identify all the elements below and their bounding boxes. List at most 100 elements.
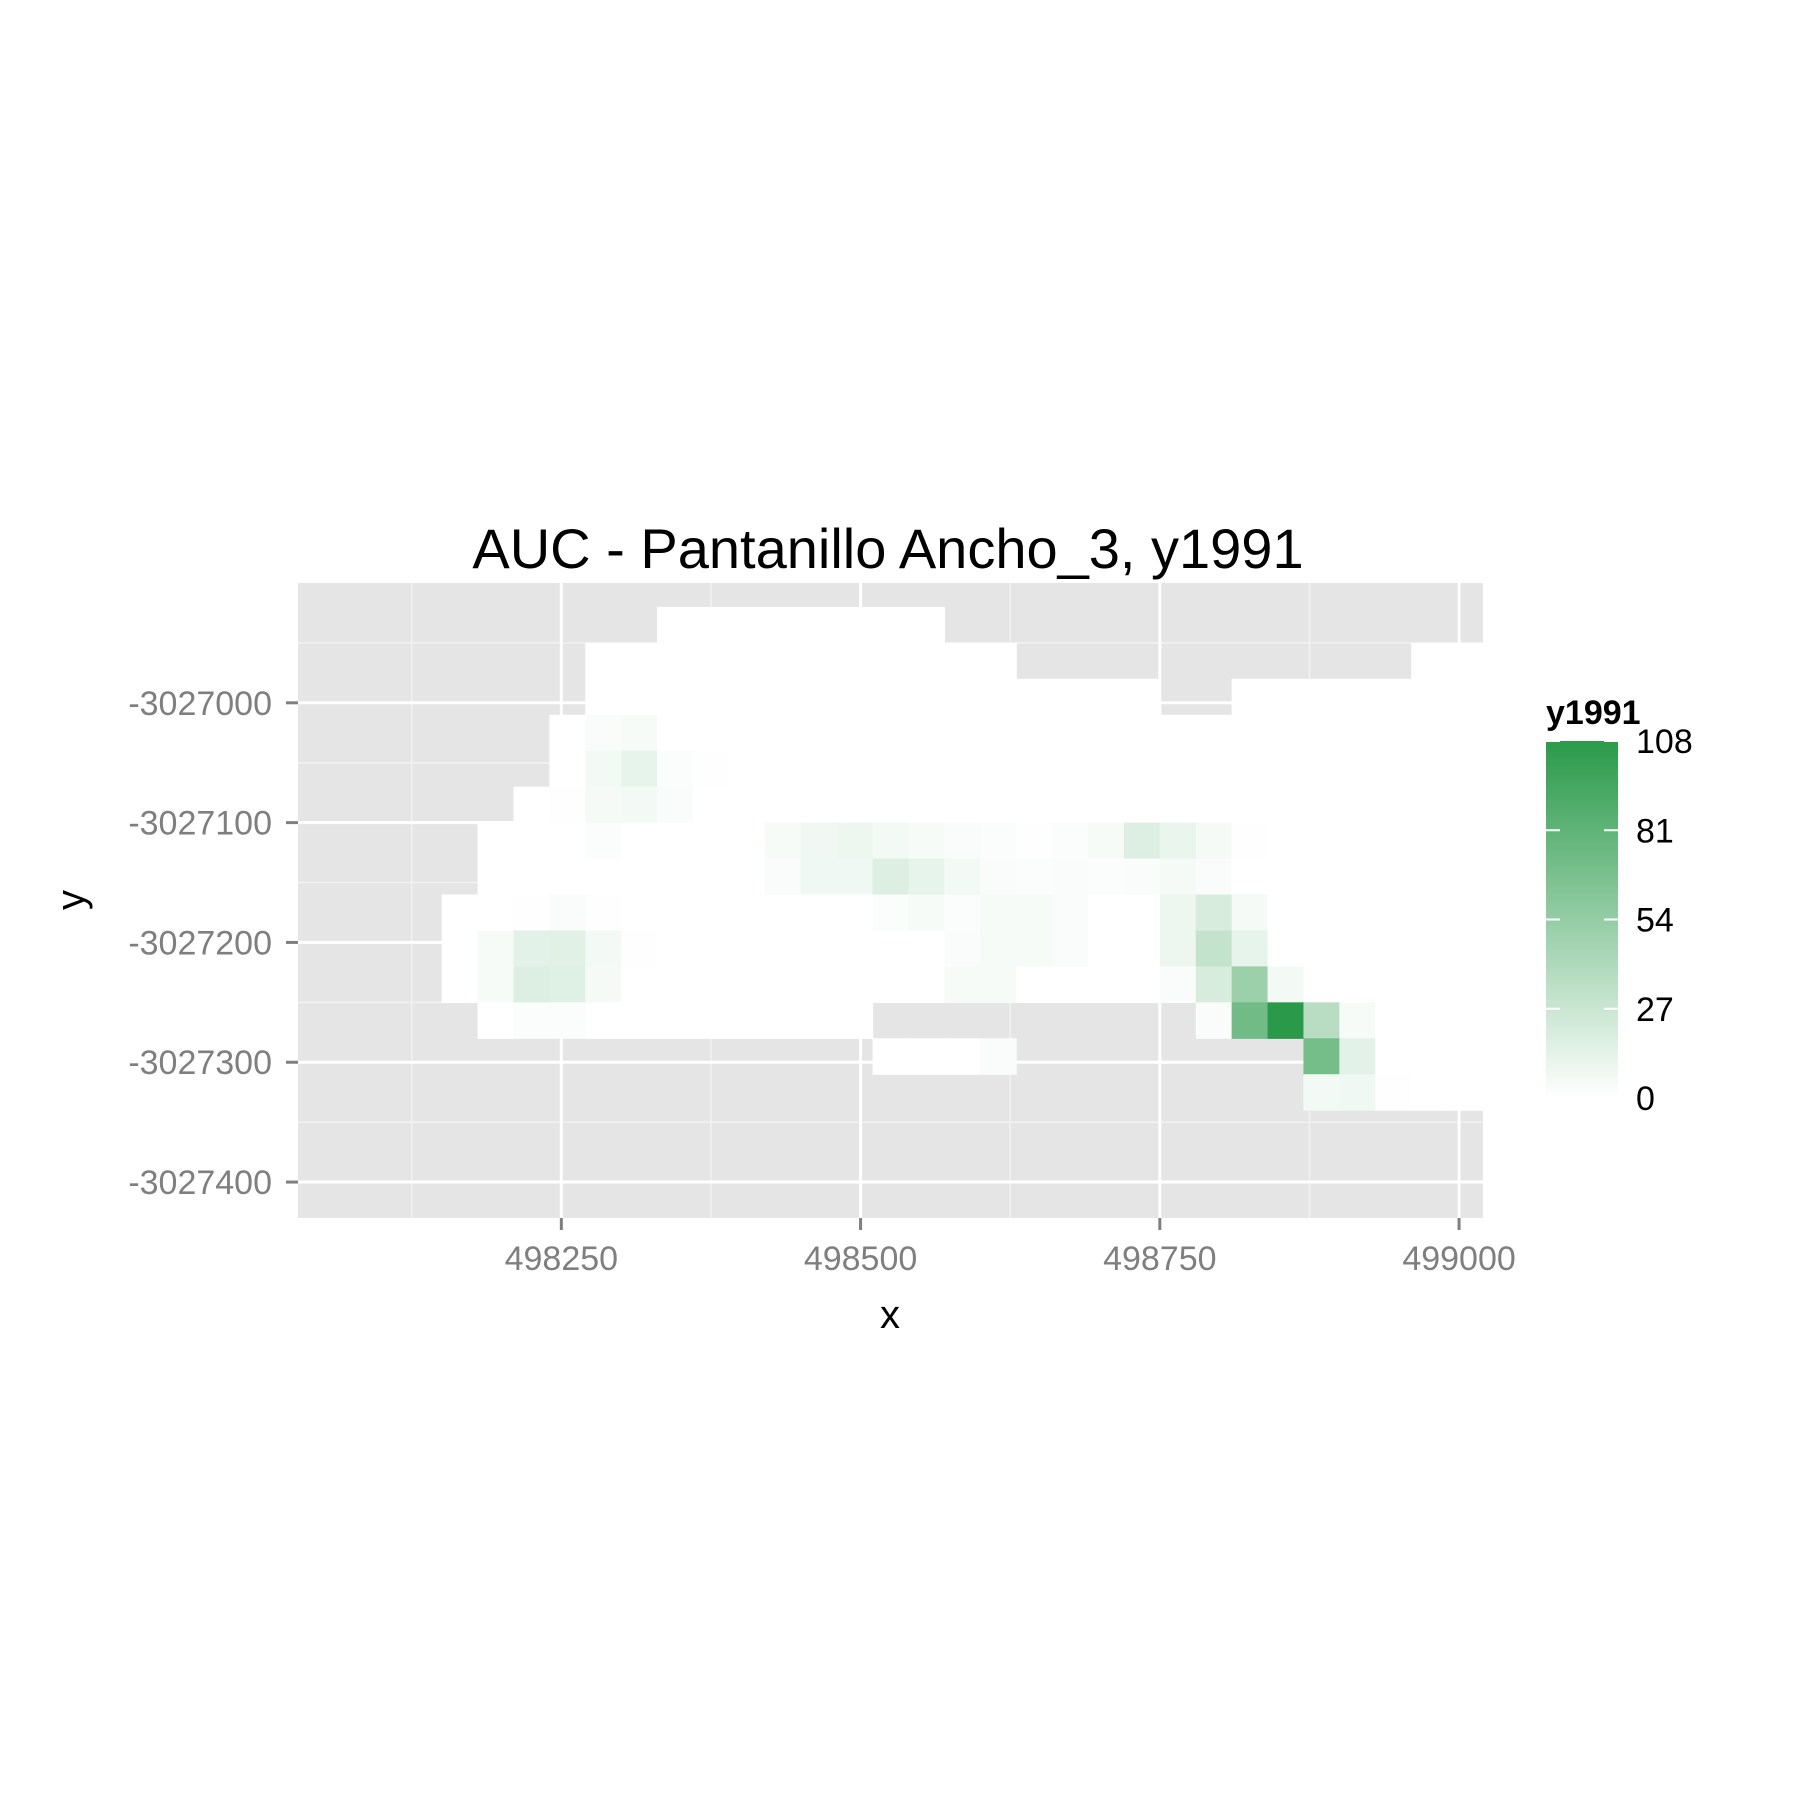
heatmap-cell	[728, 678, 766, 716]
heatmap-cell	[1088, 966, 1125, 1003]
legend: y1991 108 81 54 27 0	[1546, 694, 1693, 1118]
heatmap-cell	[1734, 678, 1771, 716]
heatmap-cell	[1770, 786, 1800, 824]
heatmap-cell	[621, 822, 658, 860]
heatmap-cell	[944, 894, 981, 932]
heatmap-cell	[1483, 786, 1520, 824]
heatmap-cell	[477, 894, 515, 932]
heatmap-cell	[1698, 1038, 1735, 1075]
heatmap-cell	[477, 930, 515, 967]
heatmap-cell	[1339, 1038, 1376, 1075]
heatmap-cell	[1447, 1074, 1484, 1111]
heatmap-cell	[621, 750, 658, 788]
heatmap-cell	[872, 930, 910, 967]
heatmap-cell	[1698, 1074, 1735, 1111]
heatmap-cell	[872, 822, 910, 860]
heatmap-cell	[728, 642, 766, 680]
heatmap-cell	[764, 750, 802, 788]
heatmap-cell	[621, 678, 658, 716]
heatmap-cell	[872, 714, 910, 752]
heatmap-cell	[1770, 894, 1800, 932]
heatmap-cell	[621, 930, 658, 967]
heatmap-cell	[1662, 858, 1700, 896]
heatmap-cell	[836, 858, 874, 896]
heatmap-cell	[764, 930, 802, 967]
heatmap-cell	[836, 678, 874, 716]
heatmap-cell	[1339, 930, 1376, 967]
heatmap-cell	[1662, 822, 1700, 860]
heatmap-cell	[836, 822, 874, 860]
heatmap-cell	[1375, 1002, 1412, 1039]
heatmap-cell	[872, 894, 910, 932]
heatmap-cell	[836, 930, 874, 967]
heatmap-cell	[1267, 930, 1305, 967]
heatmap-cell	[1088, 786, 1125, 824]
heatmap-cell	[1411, 930, 1448, 967]
heatmap-cell	[836, 606, 874, 644]
heatmap-cell	[1770, 966, 1800, 1003]
heatmap-cell	[585, 642, 622, 680]
heatmap-cell	[1052, 894, 1089, 932]
heatmap-cell	[1734, 822, 1771, 860]
heatmap-cell	[1052, 786, 1089, 824]
heatmap-cell	[728, 1002, 766, 1039]
heatmap-cell	[1195, 930, 1233, 967]
heatmap-cell	[1088, 714, 1125, 752]
heatmap-cell	[1626, 858, 1664, 896]
heatmap-cell	[800, 642, 838, 680]
heatmap-cell	[1626, 930, 1664, 967]
heatmap-cell	[1734, 894, 1771, 932]
heatmap-cell	[1734, 1002, 1771, 1039]
heatmap-cell	[1123, 714, 1161, 752]
legend-label: 0	[1636, 1080, 1655, 1118]
heatmap-cell	[944, 750, 981, 788]
y-tick-label: -3027100	[128, 805, 272, 843]
heatmap-cell	[1770, 858, 1800, 896]
heatmap-cell	[1123, 930, 1161, 967]
heatmap-cell	[1447, 1002, 1484, 1039]
legend-label: 27	[1636, 991, 1674, 1029]
heatmap-cell	[1159, 930, 1197, 967]
heatmap-cell	[1339, 966, 1376, 1003]
heatmap-cell	[1411, 678, 1448, 716]
heatmap-cell	[980, 894, 1017, 932]
heatmap-cell	[1375, 678, 1412, 716]
heatmap-cell	[944, 930, 981, 967]
heatmap-cell	[1016, 966, 1053, 1003]
heatmap-cell	[1554, 678, 1592, 716]
heatmap-cell	[1411, 750, 1448, 788]
legend-label: 81	[1636, 812, 1674, 850]
heatmap-cell	[621, 894, 658, 932]
heatmap-cell	[908, 858, 945, 896]
heatmap-cell	[585, 930, 622, 967]
heatmap-cell	[1483, 678, 1520, 716]
heatmap-cell	[800, 1002, 838, 1039]
heatmap-cell	[728, 750, 766, 788]
heatmap-cell	[1447, 894, 1484, 932]
heatmap-cell	[1662, 786, 1700, 824]
heatmap-cell	[1088, 678, 1125, 716]
heatmap-cell	[1411, 822, 1448, 860]
heatmap-cell	[1375, 1038, 1412, 1075]
heatmap-cell	[1339, 1002, 1376, 1039]
heatmap-cell	[1267, 966, 1305, 1003]
heatmap-cell	[1483, 1074, 1520, 1111]
heatmap-cell	[1698, 822, 1735, 860]
heatmap-cell	[1159, 858, 1197, 896]
heatmap-cell	[1734, 750, 1771, 788]
heatmap-cell	[1303, 966, 1340, 1003]
heatmap-cell	[1447, 750, 1484, 788]
heatmap-cell	[1662, 750, 1700, 788]
heatmap-cell	[1447, 786, 1484, 824]
heatmap-cell	[477, 858, 515, 896]
heatmap-cell	[980, 1038, 1017, 1075]
heatmap-cell	[1483, 714, 1520, 752]
heatmap-cell	[1159, 714, 1197, 752]
heatmap-cell	[1231, 750, 1269, 788]
heatmap-cell	[944, 858, 981, 896]
heatmap-cell	[1662, 1074, 1700, 1111]
heatmap-cell	[1123, 678, 1161, 716]
heatmap-cell	[1483, 642, 1520, 680]
heatmap-cell	[693, 966, 730, 1003]
heatmap-cell	[800, 714, 838, 752]
